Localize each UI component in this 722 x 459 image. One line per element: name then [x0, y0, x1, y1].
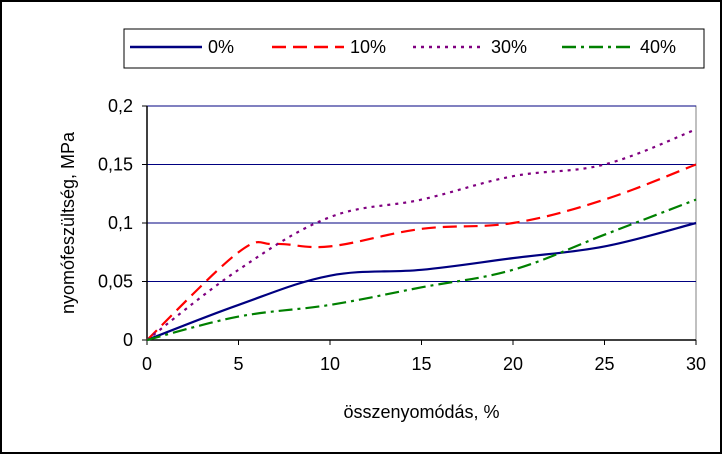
grid-layer	[147, 105, 696, 282]
tick-labels: 0 5 10 15 20 25 30 0 0,05 0,1 0,15 0,2	[98, 96, 706, 374]
x-tick-label: 20	[503, 354, 523, 374]
x-tick-label: 30	[686, 354, 706, 374]
y-tick-label: 0,15	[98, 155, 133, 175]
legend: 0% 10% 30% 40%	[123, 28, 705, 69]
series-line-3	[146, 198, 697, 342]
x-tick-label: 25	[594, 354, 614, 374]
legend-label-1: 10%	[350, 37, 386, 57]
legend-label-2: 30%	[491, 37, 527, 57]
y-axis-label: nyomófeszültség, MPa	[58, 131, 78, 314]
series-layer	[146, 128, 697, 342]
legend-box	[123, 28, 705, 69]
legend-label-3: 40%	[640, 37, 676, 57]
series-line-1	[146, 163, 697, 341]
y-tick-label: 0,1	[108, 213, 133, 233]
legend-items: 0% 10% 30% 40%	[130, 37, 676, 57]
x-tick-label: 0	[142, 354, 152, 374]
y-tick-label: 0,05	[98, 272, 133, 292]
y-tick-label: 0,2	[108, 96, 133, 116]
x-tick-label: 10	[320, 354, 340, 374]
x-tick-label: 5	[233, 354, 243, 374]
axes-layer	[142, 105, 697, 345]
x-axis-label: összenyomódás, %	[343, 402, 499, 422]
legend-label-0: 0%	[208, 37, 234, 57]
y-tick-label: 0	[123, 330, 133, 350]
x-tick-label: 15	[411, 354, 431, 374]
series-line-0	[146, 221, 697, 342]
series-line-2	[146, 128, 697, 341]
